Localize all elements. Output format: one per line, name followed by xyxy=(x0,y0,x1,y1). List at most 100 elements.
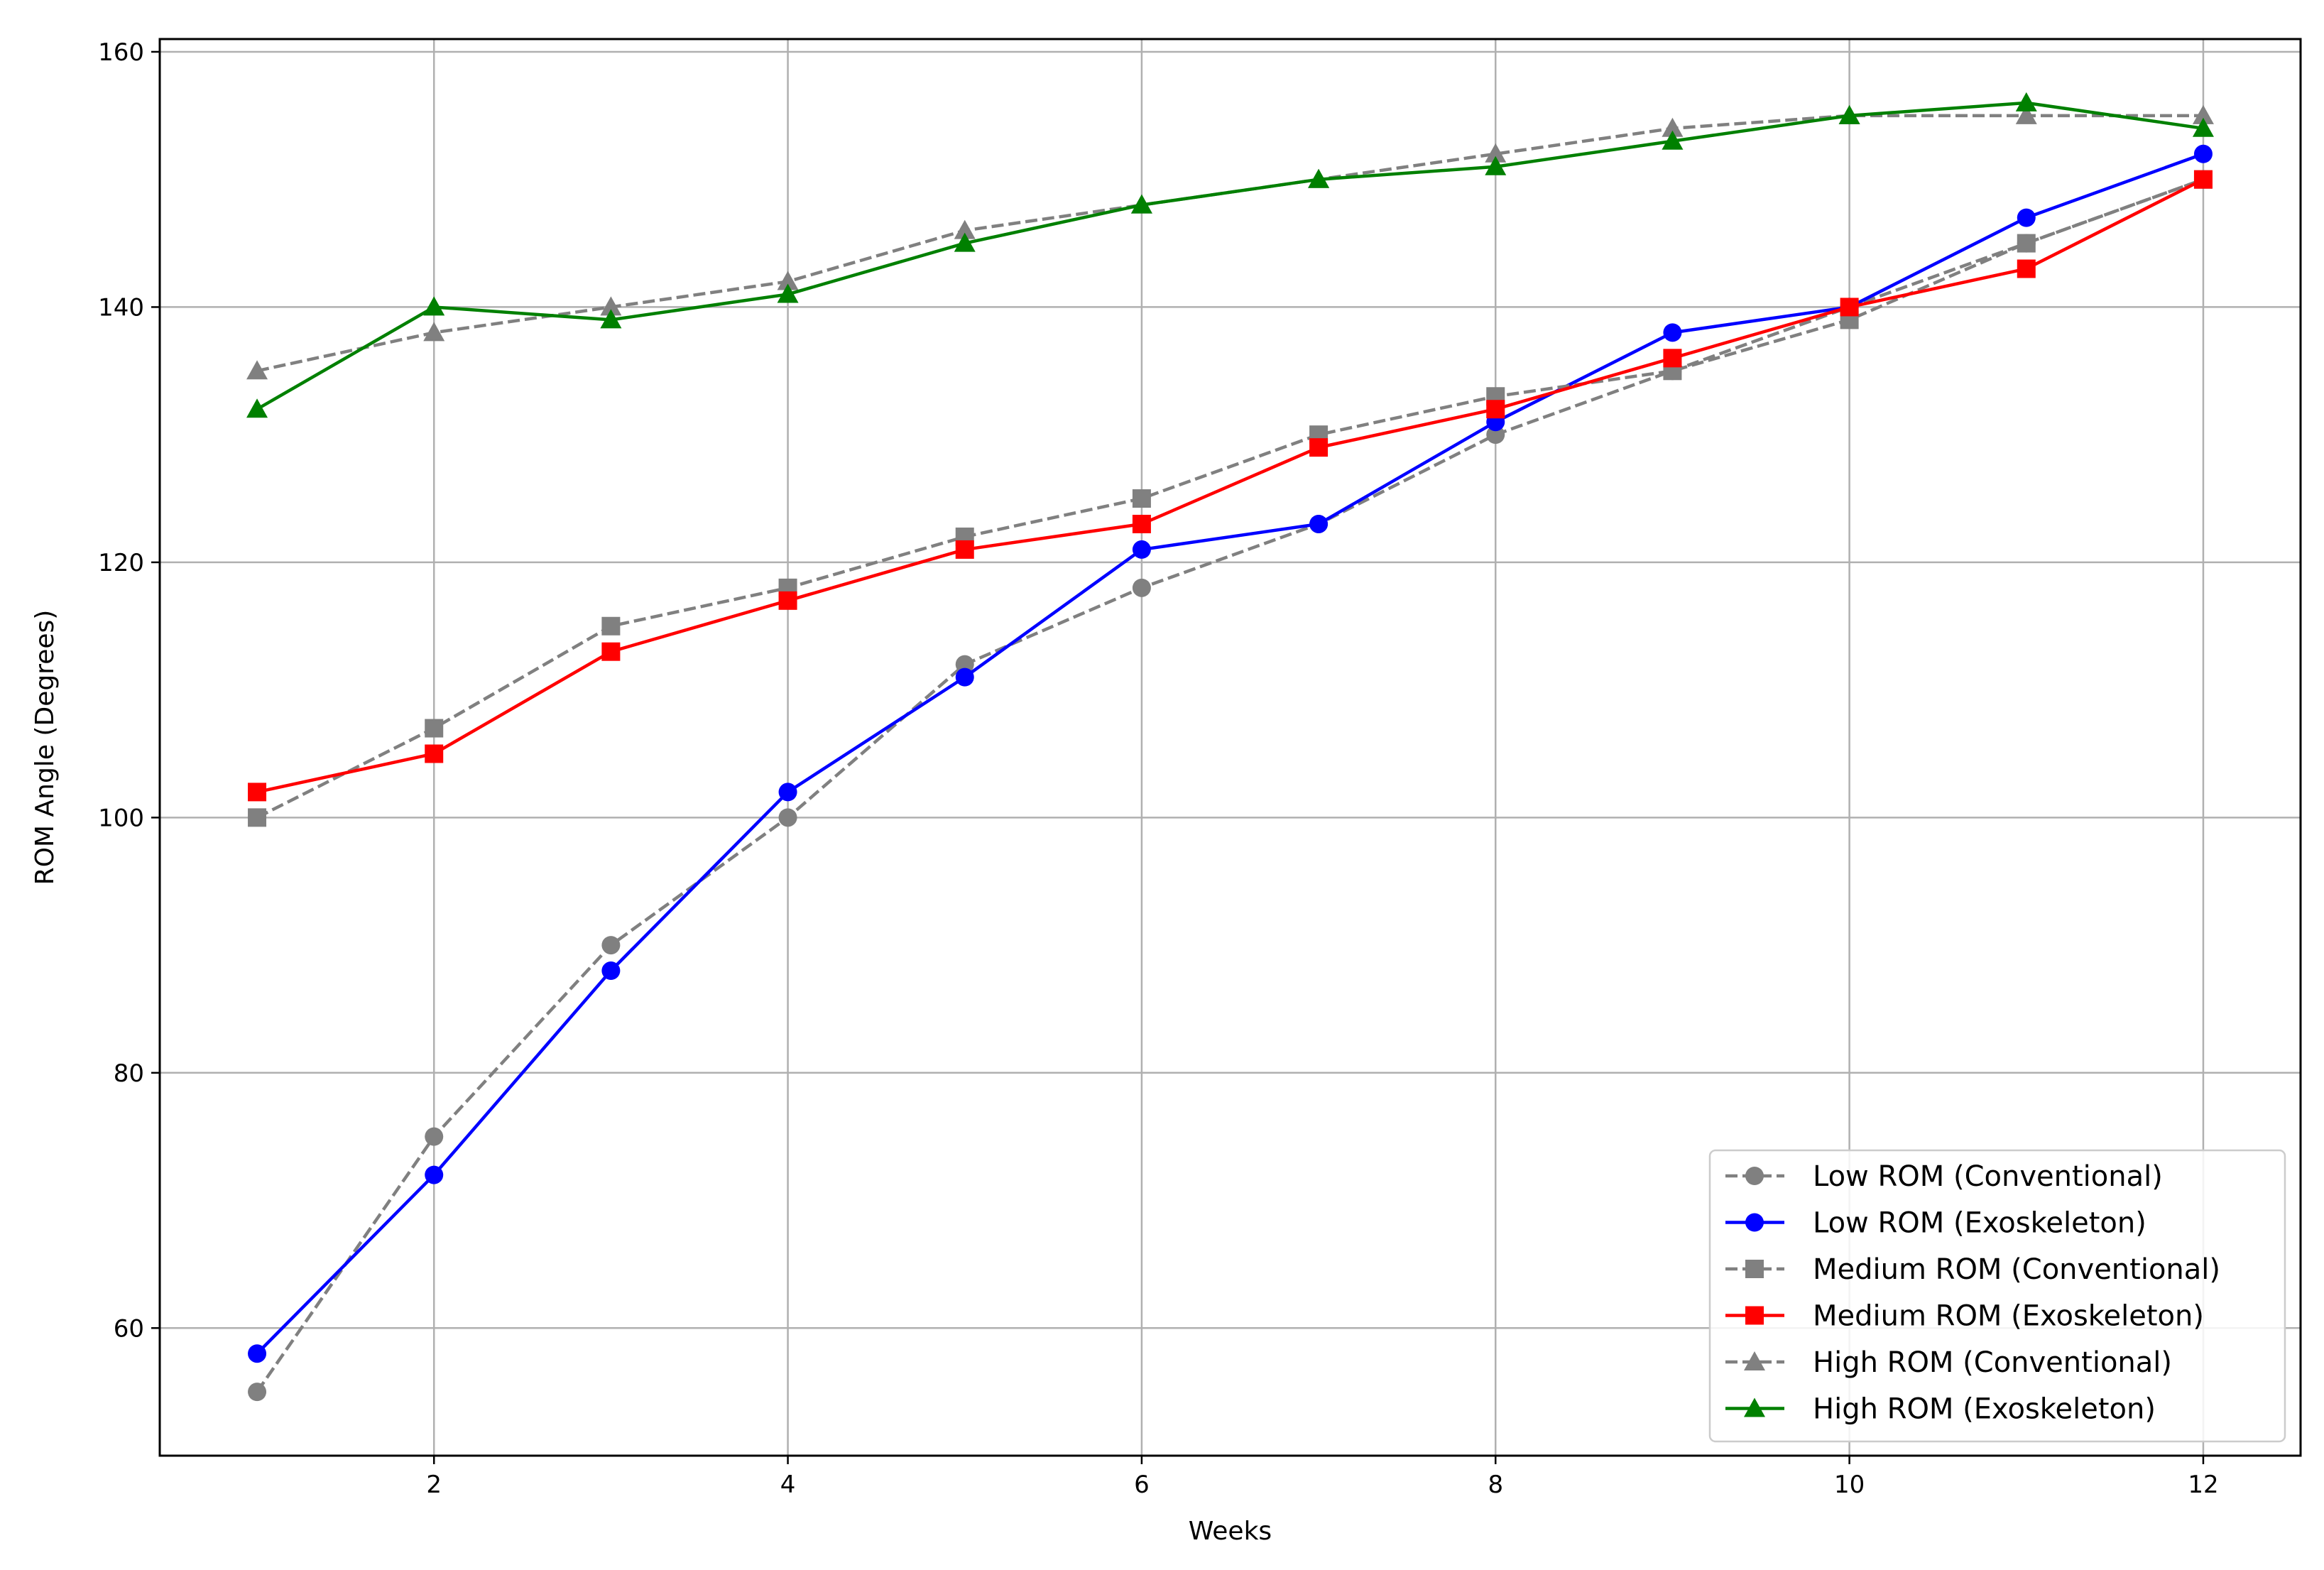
data-point xyxy=(955,667,974,687)
data-point xyxy=(246,360,268,380)
data-point xyxy=(1130,194,1152,214)
data-point xyxy=(2193,144,2213,163)
data-point xyxy=(1132,514,1151,533)
data-point xyxy=(600,296,622,316)
data-point xyxy=(1663,349,1682,368)
series-line xyxy=(256,178,2204,794)
legend-marker xyxy=(1745,1213,1764,1232)
data-point xyxy=(248,808,267,827)
data-point xyxy=(1485,156,1507,175)
y-tick-label: 100 xyxy=(98,804,144,832)
legend-marker xyxy=(1744,1397,1765,1417)
plot-frame xyxy=(158,38,2302,1457)
series-2 xyxy=(248,144,2213,1363)
x-tick-label: 10 xyxy=(1834,1471,1865,1499)
legend-box xyxy=(1708,1149,2286,1443)
x-tick-label: 2 xyxy=(426,1471,442,1499)
legend-item: Medium ROM (Conventional) xyxy=(1725,1253,2220,1286)
legend-label: Medium ROM (Conventional) xyxy=(1813,1253,2220,1286)
data-point xyxy=(954,232,976,252)
data-point xyxy=(601,961,621,981)
series-line xyxy=(256,152,2204,1355)
data-point xyxy=(601,936,621,955)
data-point xyxy=(601,642,621,661)
y-tick-label: 120 xyxy=(98,549,144,577)
y-axis-ticks: 60 80 100 120 140 160 xyxy=(98,38,160,1343)
data-point xyxy=(1838,104,1860,124)
data-point xyxy=(955,540,974,559)
series-line xyxy=(256,101,2204,411)
y-tick-label: 140 xyxy=(98,293,144,322)
data-point xyxy=(778,808,797,827)
y-tick-label: 60 xyxy=(114,1314,144,1343)
data-point xyxy=(2193,170,2213,189)
data-point xyxy=(778,783,797,802)
data-point xyxy=(2017,208,2036,227)
data-point xyxy=(423,296,445,316)
legend-item: Low ROM (Exoskeleton) xyxy=(1725,1207,2146,1240)
legend-label: High ROM (Conventional) xyxy=(1813,1346,2172,1379)
data-point xyxy=(1486,400,1505,419)
data-point xyxy=(2192,117,2214,137)
data-point xyxy=(1840,298,1859,317)
legend-marker xyxy=(1745,1167,1764,1185)
data-point xyxy=(1309,438,1329,457)
series-6 xyxy=(246,92,2214,418)
x-tick-label: 6 xyxy=(1134,1471,1150,1499)
legend-marker xyxy=(1745,1260,1764,1278)
legend-label: High ROM (Exoskeleton) xyxy=(1813,1393,2156,1426)
x-axis-label: Weeks xyxy=(1189,1517,1272,1546)
data-point xyxy=(246,398,268,418)
data-point xyxy=(600,309,622,329)
legend-marker xyxy=(1745,1306,1764,1325)
legend-item: High ROM (Exoskeleton) xyxy=(1725,1393,2156,1426)
legend-marker xyxy=(1744,1351,1765,1370)
data-point xyxy=(2017,259,2036,278)
data-point xyxy=(425,744,444,763)
data-point xyxy=(955,655,974,674)
data-point xyxy=(778,591,797,610)
y-tick-label: 160 xyxy=(98,38,144,67)
legend: Low ROM (Conventional) Low ROM (Exoskelet… xyxy=(1708,1149,2286,1443)
grid xyxy=(160,39,2301,1456)
data-point xyxy=(1309,514,1329,533)
data-point xyxy=(2015,104,2037,124)
series-line xyxy=(256,178,2204,819)
data-point xyxy=(425,719,444,738)
x-tick-label: 12 xyxy=(2188,1471,2218,1499)
data-point xyxy=(423,322,445,342)
legend-label: Low ROM (Exoskeleton) xyxy=(1813,1207,2146,1240)
x-tick-label: 4 xyxy=(780,1471,796,1499)
legend-item: Medium ROM (Exoskeleton) xyxy=(1725,1300,2204,1333)
legend-label: Medium ROM (Exoskeleton) xyxy=(1813,1300,2204,1333)
y-tick-label: 80 xyxy=(114,1059,144,1088)
data-point xyxy=(1662,130,1684,150)
data-point xyxy=(1132,540,1151,559)
data-point xyxy=(425,1127,444,1146)
data-point xyxy=(248,783,267,802)
x-axis-ticks: 2 4 6 8 10 12 xyxy=(426,1456,2219,1499)
legend-item: Low ROM (Conventional) xyxy=(1725,1160,2163,1193)
data-point xyxy=(1132,489,1151,508)
data-point xyxy=(1485,143,1507,163)
data-point xyxy=(954,219,976,239)
series-4 xyxy=(248,170,2213,802)
data-point xyxy=(2192,104,2214,124)
data-point xyxy=(2017,234,2036,253)
y-axis-label: ROM Angle (Degrees) xyxy=(31,610,60,885)
data-point xyxy=(2015,92,2037,111)
series-layer xyxy=(246,92,2214,1402)
data-point xyxy=(248,1344,267,1363)
data-point xyxy=(777,271,799,290)
data-point xyxy=(1132,578,1151,597)
data-point xyxy=(248,1383,267,1402)
data-point xyxy=(1663,323,1682,342)
data-point xyxy=(601,616,621,636)
data-point xyxy=(425,1165,444,1184)
x-tick-label: 8 xyxy=(1488,1471,1503,1499)
legend-label: Low ROM (Conventional) xyxy=(1813,1160,2163,1193)
data-point xyxy=(1486,425,1505,445)
legend-item: High ROM (Conventional) xyxy=(1725,1346,2172,1379)
data-point xyxy=(1308,168,1330,188)
